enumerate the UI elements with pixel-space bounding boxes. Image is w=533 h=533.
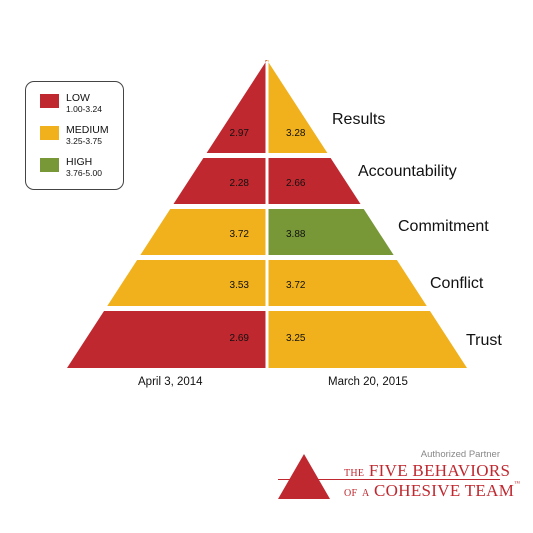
legend-swatch-high	[40, 158, 59, 172]
pyramid-segment-right-results	[267, 60, 328, 153]
pyramid-segment-right-accountability	[268, 158, 361, 204]
brand-the: THE	[344, 468, 365, 479]
series-date-left: April 3, 2014	[138, 376, 203, 388]
brand-line-2: OF A COHESIVE TEAM™	[344, 481, 520, 501]
pyramid-segment-left-trust	[67, 311, 266, 368]
brand-trademark: ™	[514, 481, 521, 487]
value-label-right-trust: 3.25	[286, 333, 306, 344]
category-label-results: Results	[332, 111, 385, 128]
value-label-right-results: 3.28	[286, 128, 306, 139]
pyramid-segment-left-accountability	[173, 158, 266, 204]
legend-label-low: LOW	[66, 92, 90, 104]
brand-five-behaviors: FIVE BEHAVIORS	[368, 461, 511, 480]
category-label-commitment: Commitment	[398, 218, 489, 235]
legend-label-medium: MEDIUM	[66, 124, 109, 136]
pyramid-segment-right-trust	[268, 311, 467, 368]
legend-label-high: HIGH	[66, 156, 93, 168]
category-label-trust: Trust	[466, 332, 502, 349]
pyramid-segment-left-commitment	[140, 209, 266, 255]
brand-rule	[278, 479, 500, 480]
legend-item-low: LOW 1.00-3.24	[40, 93, 102, 114]
legend-range-medium: 3.25-3.75	[66, 136, 102, 146]
value-label-left-conflict: 3.53	[230, 280, 250, 291]
brand-cohesive-team: COHESIVE TEAM	[374, 481, 515, 500]
series-date-right: March 20, 2015	[328, 376, 408, 388]
brand-a: A	[361, 488, 370, 499]
legend-swatch-medium	[40, 126, 59, 140]
legend-item-medium: MEDIUM 3.25-3.75	[40, 125, 109, 146]
value-label-right-accountability: 2.66	[286, 178, 306, 189]
authorized-partner-text: Authorized Partner	[420, 449, 500, 460]
legend-range-high: 3.76-5.00	[66, 168, 102, 178]
brand-logo: Authorized Partner THE FIVE BEHAVIORS OF…	[278, 449, 520, 501]
legend-item-high: HIGH 3.76-5.00	[40, 157, 102, 178]
value-label-left-results: 2.97	[230, 128, 250, 139]
value-label-left-accountability: 2.28	[230, 178, 250, 189]
legend-range-low: 1.00-3.24	[66, 104, 102, 114]
value-label-left-commitment: 3.72	[230, 229, 250, 240]
category-label-conflict: Conflict	[430, 275, 484, 292]
value-label-right-conflict: 3.72	[286, 280, 306, 291]
legend: LOW 1.00-3.24 MEDIUM 3.25-3.75 HIGH 3.76…	[25, 81, 124, 190]
brand-of: OF	[344, 488, 358, 499]
brand-line-1: THE FIVE BEHAVIORS	[344, 461, 510, 481]
brand-triangle-icon	[278, 454, 330, 499]
pyramid-segment-left-results	[206, 60, 267, 153]
pyramid-segment-left-conflict	[107, 260, 266, 306]
category-label-accountability: Accountability	[358, 163, 457, 180]
pyramid-segment-right-conflict	[268, 260, 427, 306]
value-label-left-trust: 2.69	[230, 333, 250, 344]
pyramid-segment-right-commitment	[268, 209, 394, 255]
value-label-right-commitment: 3.88	[286, 229, 306, 240]
legend-swatch-low	[40, 94, 59, 108]
